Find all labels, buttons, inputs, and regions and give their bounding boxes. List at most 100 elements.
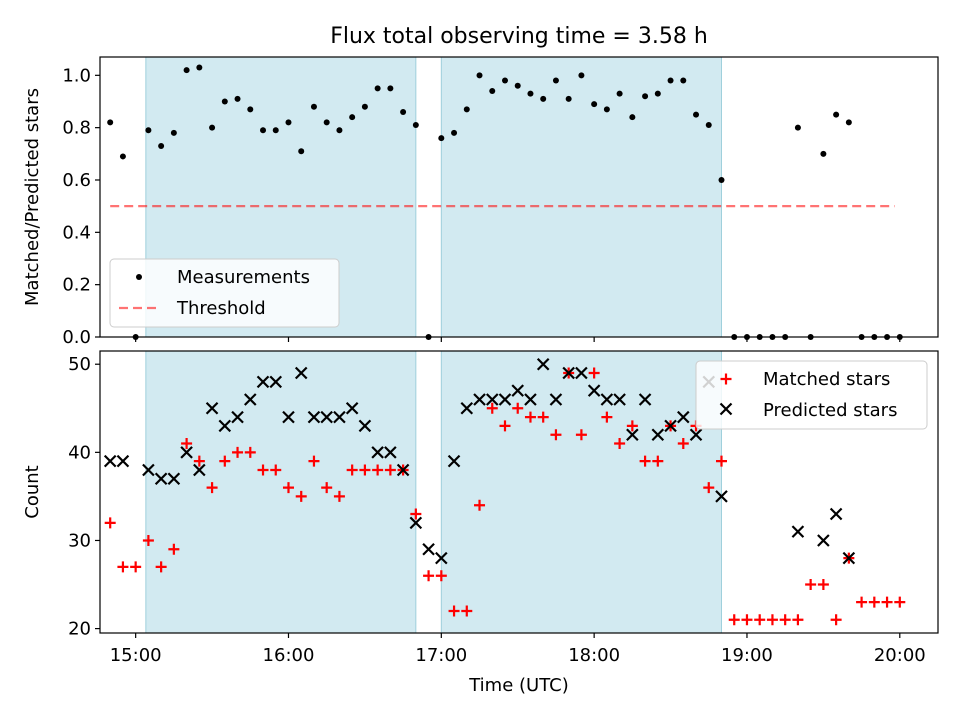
predicted-point: [715, 490, 728, 503]
measurement-point: [654, 90, 661, 97]
matched-point: [282, 482, 294, 494]
matched-point: [601, 411, 613, 423]
measurement-point: [693, 111, 700, 118]
matched-point: [830, 614, 842, 626]
matched-point: [448, 605, 460, 617]
legend-box: [695, 360, 928, 430]
predicted-point: [345, 402, 359, 415]
predicted-point: [562, 366, 575, 380]
measurement-point: [221, 98, 228, 105]
observing-window: [145, 350, 417, 634]
predicted-point: [409, 516, 423, 530]
matched-point: [754, 614, 766, 626]
measurement-point: [247, 106, 254, 113]
matched-point: [486, 402, 498, 414]
matched-point: [142, 534, 154, 546]
matched-point: [474, 499, 486, 511]
measurement-point: [845, 119, 852, 126]
matched-point: [715, 455, 727, 467]
y-tick-label: 0.2: [62, 275, 91, 296]
measurement-point: [616, 90, 623, 97]
predicted-point: [154, 472, 168, 486]
y-tick-label: 30: [68, 530, 91, 551]
measurement-point: [578, 72, 585, 79]
matched-point: [779, 614, 791, 626]
measurement-point: [298, 148, 305, 155]
predicted-point: [524, 393, 537, 406]
predicted-point: [829, 507, 843, 521]
predicted-point: [282, 410, 295, 424]
predicted-point: [460, 402, 474, 415]
measurement-point: [718, 176, 725, 183]
matched-point: [588, 367, 600, 379]
measurement-point: [158, 142, 165, 149]
measurement-point: [642, 93, 649, 100]
matched-point: [410, 508, 422, 520]
matched-point: [856, 596, 868, 608]
measurement-point: [400, 108, 407, 115]
matched-point: [321, 482, 333, 494]
observing-window: [440, 350, 722, 634]
y-tick-label: 50: [68, 354, 91, 375]
measurement-point: [209, 124, 216, 131]
count-panel: 20 30 40 50 15:00 16:00 17:00 18:00 19:00 20:00 Co…: [22, 350, 939, 696]
matched-point: [766, 614, 778, 626]
predicted-point: [193, 463, 206, 477]
y-axis-label: Matched/Predicted stars: [22, 88, 43, 306]
matched-point: [130, 561, 142, 573]
legend-box: [109, 258, 340, 328]
measurement-point: [833, 111, 840, 118]
matched-point: [435, 570, 447, 582]
predicted-point: [435, 551, 448, 565]
measurement-point: [667, 77, 674, 84]
measurement-point: [196, 64, 203, 71]
matched-point: [333, 490, 345, 502]
predicted-point: [256, 375, 270, 389]
measurement-point: [820, 150, 827, 157]
measurement-point: [591, 101, 598, 108]
matched-point: [270, 464, 282, 476]
x-tick-label: 18:00: [568, 645, 620, 666]
measurement-point: [119, 153, 126, 160]
measurement-point: [565, 95, 572, 102]
predicted-point: [116, 454, 130, 468]
y-tick-label: 40: [68, 442, 91, 463]
measurement-point: [794, 124, 801, 131]
predicted-point: [244, 393, 257, 406]
matched-point: [626, 420, 638, 432]
measurement-point: [489, 88, 496, 95]
measurement-point: [540, 95, 547, 102]
measurement-point: [451, 129, 458, 136]
x-tick-label: 15:00: [110, 645, 162, 666]
predicted-point: [485, 393, 499, 406]
predicted-point: [218, 419, 232, 433]
x-tick-label: 16:00: [263, 645, 315, 666]
ratio-panel: 0.0 0.2 0.4 0.6 0.8 1.0 Matched/Predicted star…: [22, 56, 939, 348]
measurement-point: [336, 127, 343, 134]
matched-point: [537, 411, 549, 423]
measurement-point: [323, 119, 330, 126]
predicted-point: [269, 375, 283, 389]
matched-point: [155, 561, 167, 573]
predicted-point: [422, 543, 435, 556]
measurement-point: [234, 95, 241, 102]
predicted-point: [600, 393, 614, 406]
predicted-point: [651, 428, 665, 441]
matched-point: [881, 596, 893, 608]
x-tick-label: 17:00: [415, 645, 467, 666]
measurement-point: [603, 106, 610, 113]
predicted-point: [320, 410, 333, 424]
matched-point: [308, 455, 320, 467]
predicted-point: [587, 384, 601, 397]
matched-point: [512, 402, 524, 414]
legend-marker-matched: [720, 373, 732, 385]
matched-point: [168, 543, 180, 555]
y-tick-label: 0.0: [62, 327, 91, 348]
predicted-point: [447, 454, 461, 468]
measurement-point: [387, 85, 394, 92]
measurement-point: [527, 90, 534, 97]
predicted-point: [205, 402, 219, 415]
matched-point: [639, 455, 651, 467]
measurement-point: [272, 127, 279, 134]
predicted-point: [231, 410, 244, 424]
